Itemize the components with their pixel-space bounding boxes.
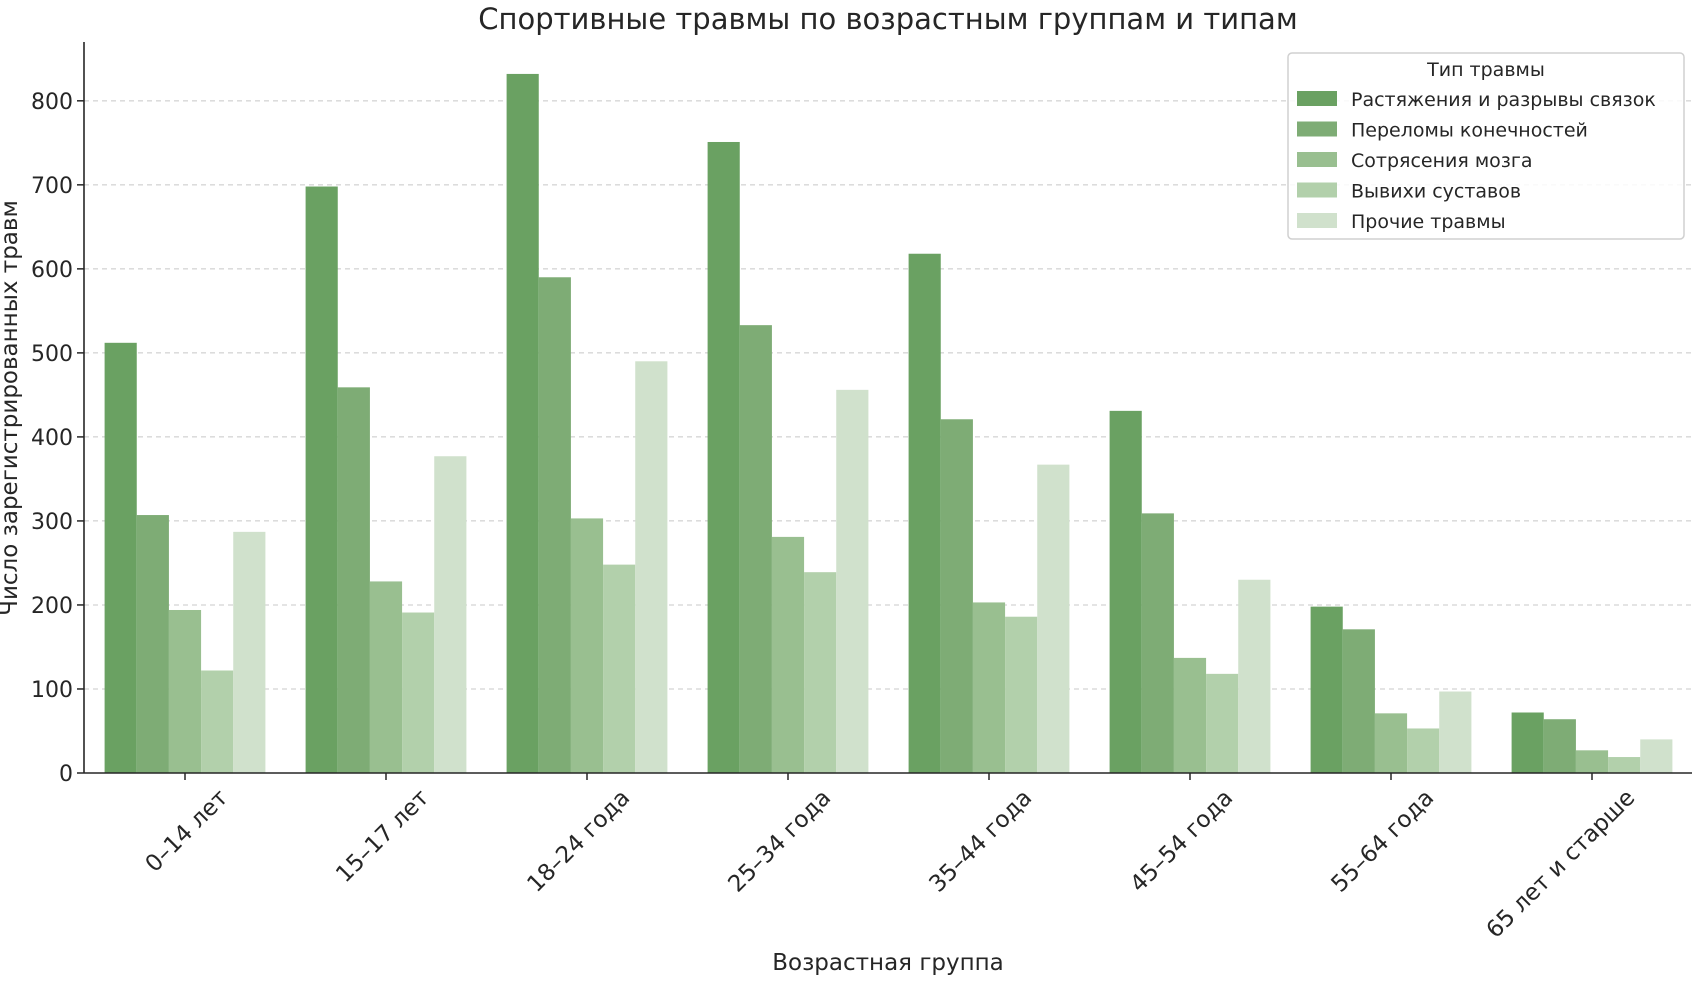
bar [836,389,869,773]
y-tick-label: 400 [31,426,73,451]
legend-swatch [1297,182,1337,198]
bar [940,419,973,773]
bar [104,342,137,773]
legend-swatch [1297,121,1337,137]
bar [1608,757,1641,773]
bar [739,325,772,773]
bar [972,602,1006,773]
x-tick-label: 0–14 лет [141,785,234,878]
bar [1543,719,1576,773]
axes [83,42,1692,774]
y-tick-label: 200 [31,594,73,619]
bar [1310,606,1343,773]
chart-title: Спортивные травмы по возрастным группам … [478,2,1297,36]
bar [635,361,668,773]
bar [434,456,467,773]
bar [1109,410,1142,773]
bar [1037,464,1070,773]
legend-swatch [1297,152,1337,167]
legend-title: Тип травмы [1426,59,1545,81]
legend-label: Переломы конечностей [1351,120,1588,142]
x-tick-label: 15–17 лет [331,785,434,888]
bar [908,253,941,774]
bar [337,387,370,773]
bar [1238,579,1271,773]
grid-lines [84,100,1692,690]
y-tick-label: 300 [31,510,73,535]
bar [305,186,338,774]
bar [1141,513,1174,773]
bar [402,612,435,773]
bars [104,73,1673,774]
legend-label: Сотрясения мозга [1351,150,1533,172]
bar [233,531,266,773]
y-tick-label: 100 [31,678,73,703]
y-ticks: 0 100 200 300 400 500 600 700 800 [31,90,84,787]
bar [1206,673,1239,773]
bar [1005,616,1038,773]
y-tick-label: 500 [31,342,73,367]
bar [1407,728,1440,773]
bar [168,609,202,773]
bar [804,572,837,773]
legend-swatch [1297,213,1337,228]
legend-box [1287,52,1685,240]
x-tick-label: 25–34 года [723,785,836,898]
bar [369,581,403,773]
y-tick-label: 0 [59,762,73,787]
bar [1374,713,1408,773]
legend-swatch [1297,91,1337,106]
bar [506,73,539,774]
x-tick-label: 45–54 года [1125,785,1238,898]
y-axis-label: Число зарегистрированных травм [0,200,23,616]
bar [1640,739,1673,773]
legend-label: Растяжения и разрывы связок [1351,89,1656,111]
bar [1342,629,1375,773]
bar [603,564,636,773]
bar [538,277,571,773]
bar [136,515,169,773]
legend-items: Растяжения и разрывы связок Переломы коне… [1297,89,1656,233]
x-tick-label: 65 лет и старше [1482,785,1641,944]
x-ticks: 0–14 лет 15–17 лет 18–24 года 25–34 года 35–… [141,773,1641,944]
x-tick-label: 35–44 года [924,785,1037,898]
x-axis-label: Возрастная группа [772,950,1004,976]
legend-label: Прочие травмы [1351,211,1506,233]
bar [570,518,604,773]
legend: Тип травмы Растяжения и разрывы связок Пе… [1287,52,1685,240]
bar [201,670,234,773]
x-tick-label: 18–24 года [522,785,635,898]
y-tick-label: 600 [31,258,73,283]
y-tick-label: 700 [31,174,73,199]
bar [1511,712,1544,773]
bar [771,536,805,773]
bar [1575,750,1609,773]
bar [1439,691,1472,773]
bar [1173,657,1207,773]
bar [707,141,740,773]
y-tick-label: 800 [31,90,73,115]
x-tick-label: 55–64 года [1326,785,1439,898]
legend-label: Вывихи суставов [1351,181,1521,203]
